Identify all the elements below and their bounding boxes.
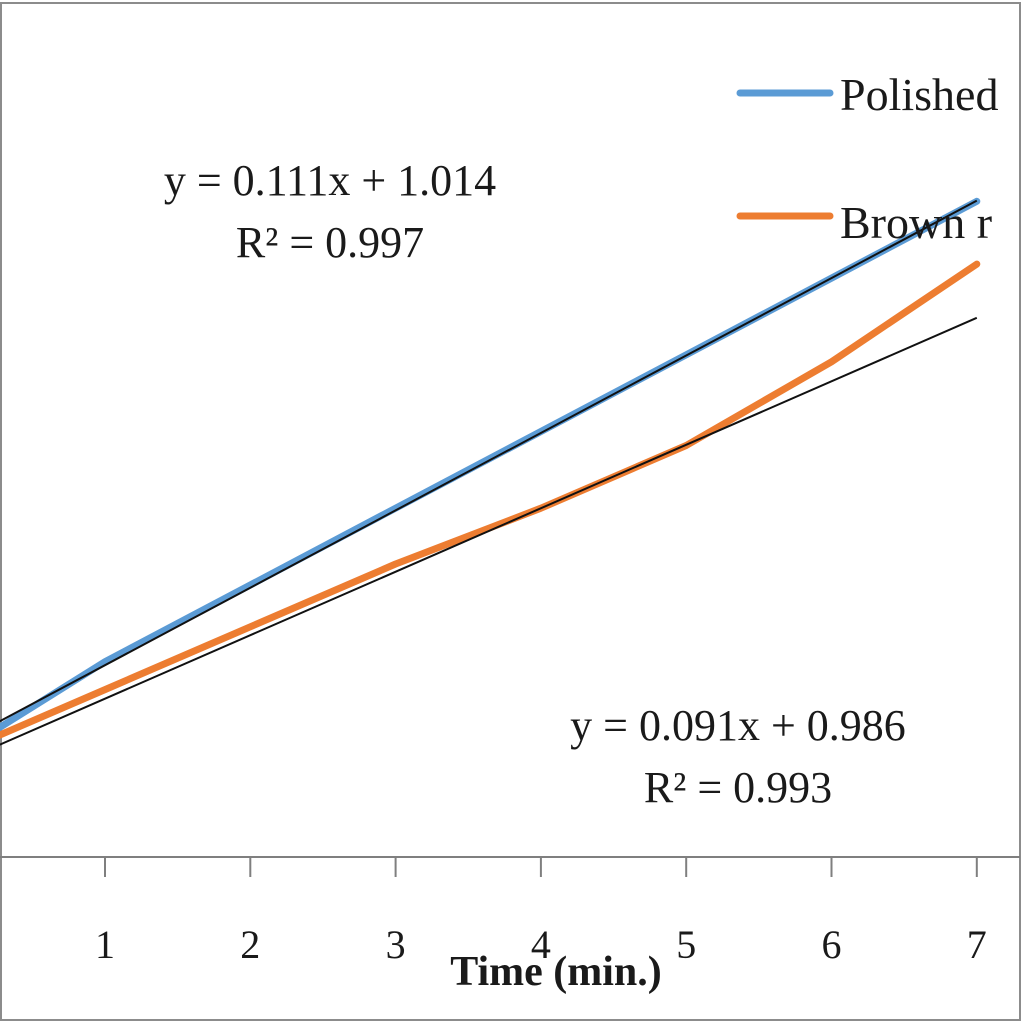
trendline-0 [0,199,978,723]
trendline-equation-brown: y = 0.091x + 0.986 [570,701,906,750]
x-axis-label: Time (min.) [450,949,662,995]
x-tick-label-4: 4 [531,922,551,967]
trendline-1 [0,316,978,746]
x-tick-label-3: 3 [386,922,406,967]
legend-label-brown: Brown r [840,197,992,248]
x-tick-label-7: 7 [967,922,987,967]
annotations: y = 0.111x + 1.014 R² = 0.997 y = 0.091x… [164,156,906,995]
trendline-r2-polished: R² = 0.997 [236,218,424,267]
x-tick-label-2: 2 [240,922,260,967]
trendline-equation-polished: y = 0.111x + 1.014 [164,156,496,205]
x-tick-label-1: 1 [95,922,115,967]
plot-area [0,197,981,746]
x-tick-label-6: 6 [822,922,842,967]
x-tick-label-5: 5 [676,922,696,967]
legend: Polished Brown r [736,69,998,248]
trendline-r2-brown: R² = 0.993 [644,763,832,812]
series-line-1 [0,260,981,739]
x-axis: 1 2 3 4 5 6 7 [0,856,1020,967]
legend-label-polished: Polished [840,69,998,120]
